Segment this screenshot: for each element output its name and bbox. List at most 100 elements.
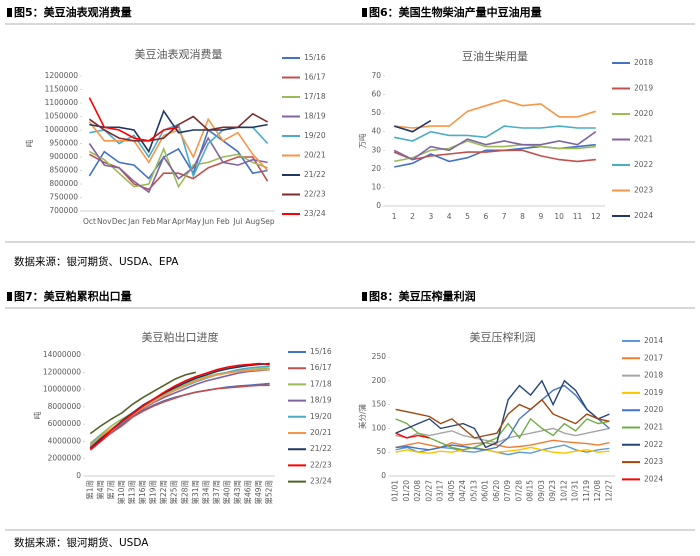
x-tick-label: 04/24 — [458, 480, 467, 502]
chart-title: 豆油生柴用量 — [462, 49, 528, 63]
series-line — [89, 365, 270, 446]
x-tick-label: 12/27 — [604, 480, 613, 502]
x-tick-label: Jan — [127, 217, 140, 226]
series-line — [393, 149, 596, 163]
legend-label: 2024 — [644, 474, 663, 483]
x-tick-label: 05/13 — [469, 480, 478, 502]
y-axis-label: 吨 — [32, 411, 42, 419]
x-tick-label: 01/01 — [391, 480, 400, 502]
x-tick-label: 第43周 — [232, 480, 242, 505]
x-tick-label: Sep — [261, 217, 275, 226]
legend-label: 2023 — [644, 457, 663, 466]
x-tick-label: 01/20 — [402, 480, 411, 502]
y-tick-label: 30 — [371, 145, 381, 154]
x-tick-label: 06/01 — [481, 480, 490, 502]
series-line — [89, 368, 270, 447]
y-tick-label: 2000000 — [48, 454, 82, 463]
caption: 图5：美豆油表观消费量 — [14, 5, 132, 19]
x-tick-label: 第13周 — [127, 480, 137, 505]
x-tick-label: 08/15 — [526, 480, 535, 502]
y-tick-label: 1000000 — [45, 125, 79, 134]
x-tick-label: Feb — [216, 217, 230, 226]
x-tick-label: 2 — [410, 212, 415, 221]
y-tick-label: 850000 — [49, 166, 78, 175]
legend-label: 20/21 — [304, 151, 326, 160]
series-line — [393, 131, 597, 161]
legend-label: 15/16 — [304, 53, 326, 62]
x-tick-label: 第49周 — [253, 480, 263, 505]
y-tick-label: 50 — [371, 108, 381, 117]
x-tick-label: Jul — [232, 217, 242, 226]
y-tick-label: 1200000 — [45, 71, 79, 80]
x-tick-label: 第4周 — [95, 480, 105, 500]
chart-title: 美豆粕出口进度 — [142, 330, 219, 344]
series-line — [89, 146, 268, 189]
legend-label: 16/17 — [304, 73, 326, 82]
x-tick-label: 12 — [591, 212, 601, 221]
x-tick-label: Aug — [245, 217, 260, 226]
legend-label: 22/23 — [310, 460, 332, 469]
series-line — [88, 136, 268, 194]
legend-label: 22/23 — [304, 190, 326, 199]
series-line — [394, 140, 596, 163]
chart-title: 美豆油表观消费量 — [135, 47, 223, 61]
series-line — [88, 97, 179, 142]
x-tick-label: 第34周 — [200, 480, 210, 505]
x-tick-label: 07/09 — [503, 480, 512, 502]
legend-label: 2022 — [644, 440, 663, 449]
y-tick-label: 100 — [372, 423, 387, 432]
legend-label: 2019 — [644, 388, 663, 397]
legend-label: 2020 — [644, 405, 663, 414]
caption: 图6：美国生物柴油产量中豆油用量 — [369, 5, 542, 19]
y-tick-label: 1100000 — [45, 98, 79, 107]
y-tick-label: 200 — [372, 376, 387, 385]
legend-label: 2021 — [634, 135, 653, 144]
legend-label: 2017 — [644, 353, 663, 362]
x-tick-label: 第1周 — [84, 480, 94, 500]
x-tick-label: 1 — [392, 212, 397, 221]
x-tick-label: 10/12 — [559, 480, 568, 502]
y-tick-label: 150 — [372, 400, 387, 409]
x-tick-label: Nov — [97, 217, 112, 226]
series-line — [395, 446, 610, 454]
y-tick-label: 50 — [376, 447, 386, 456]
x-tick-label: 06/20 — [492, 480, 501, 502]
x-tick-label: 第28周 — [179, 480, 189, 505]
x-tick-label: 8 — [520, 212, 525, 221]
x-tick-label: 03/17 — [436, 480, 445, 502]
y-axis-label: 吨 — [24, 139, 34, 147]
x-tick-label: Jun — [201, 217, 214, 226]
x-tick-label: 10/31 — [571, 480, 580, 502]
y-tick-label: 750000 — [49, 193, 78, 202]
y-tick-label: 10000000 — [43, 385, 81, 394]
x-tick-label: Apr — [172, 217, 186, 226]
x-tick-label: 9 — [538, 212, 543, 221]
x-tick-label: 02/08 — [413, 480, 422, 502]
series-line — [395, 417, 610, 451]
y-tick-label: 1050000 — [45, 112, 79, 121]
x-tick-label: 09/03 — [537, 480, 546, 502]
series-line — [88, 128, 268, 180]
x-tick-label: 5 — [465, 212, 470, 221]
legend-label: 23/24 — [310, 477, 332, 486]
series-line — [89, 362, 270, 450]
x-tick-label: 第19周 — [148, 480, 158, 505]
series-line — [394, 125, 596, 142]
legend-label: 17/18 — [304, 92, 326, 101]
legend-label: 23/24 — [304, 209, 326, 218]
x-tick-label: 第40周 — [222, 480, 232, 505]
chart-title: 美豆压榨利润 — [470, 330, 536, 344]
y-tick-label: 6000000 — [48, 419, 82, 428]
y-tick-label: 60 — [371, 90, 381, 99]
y-tick-label: 0 — [76, 471, 81, 480]
y-tick-label: 70 — [371, 71, 381, 80]
legend-label: 2014 — [644, 336, 663, 345]
series-line — [395, 398, 610, 439]
x-tick-label: May — [186, 217, 202, 226]
legend-label: 2024 — [634, 211, 653, 220]
x-tick-label: 3 — [428, 212, 433, 221]
x-tick-label: 第7周 — [105, 480, 115, 500]
x-tick-label: 10 — [554, 212, 564, 221]
x-tick-label: Feb — [142, 217, 156, 226]
y-tick-label: 800000 — [49, 179, 78, 188]
